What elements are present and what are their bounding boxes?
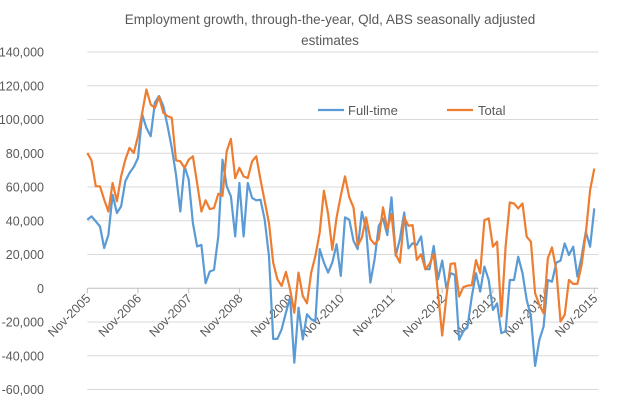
legend: Full-time Total xyxy=(318,103,506,118)
series-line-total xyxy=(86,88,596,337)
gridlines xyxy=(87,51,599,390)
y-tick-label: 120,000 xyxy=(0,79,44,93)
legend-label-full-time: Full-time xyxy=(348,103,398,118)
chart-title-line-2: estimates xyxy=(301,33,359,48)
y-tick-label: 0 xyxy=(37,282,44,296)
y-tick-label: 100,000 xyxy=(0,113,44,127)
y-tick-label: 80,000 xyxy=(6,147,44,161)
x-tick-label: Nov-2008 xyxy=(197,291,245,339)
y-tick-label: 140,000 xyxy=(0,46,44,60)
series-lines xyxy=(86,88,596,367)
y-tick-label: -40,000 xyxy=(2,349,44,363)
y-tick-label: -60,000 xyxy=(2,383,44,397)
series-line-full-time xyxy=(86,94,596,367)
x-tick-label: Nov-2005 xyxy=(45,291,93,339)
y-tick-label: 20,000 xyxy=(6,248,44,262)
y-tick-label: 40,000 xyxy=(6,214,44,228)
x-tick-label: Nov-2007 xyxy=(147,291,195,339)
legend-label-total: Total xyxy=(478,103,506,118)
x-axis: Nov-2005 Nov-2006 Nov-2007 Nov-2008 Nov-2009… xyxy=(45,287,600,340)
x-tick-label: Nov-2011 xyxy=(350,291,398,339)
y-tick-label: 60,000 xyxy=(6,181,44,195)
y-axis-tick-labels: -60,000 -40,000 -20,000 0 20,000 40,000 60,000… xyxy=(0,46,44,398)
y-tick-label: -20,000 xyxy=(2,316,44,330)
chart-title-line-1: Employment growth, through-the-year, Qld… xyxy=(125,12,535,27)
x-tick-label: Nov-2006 xyxy=(96,291,144,339)
